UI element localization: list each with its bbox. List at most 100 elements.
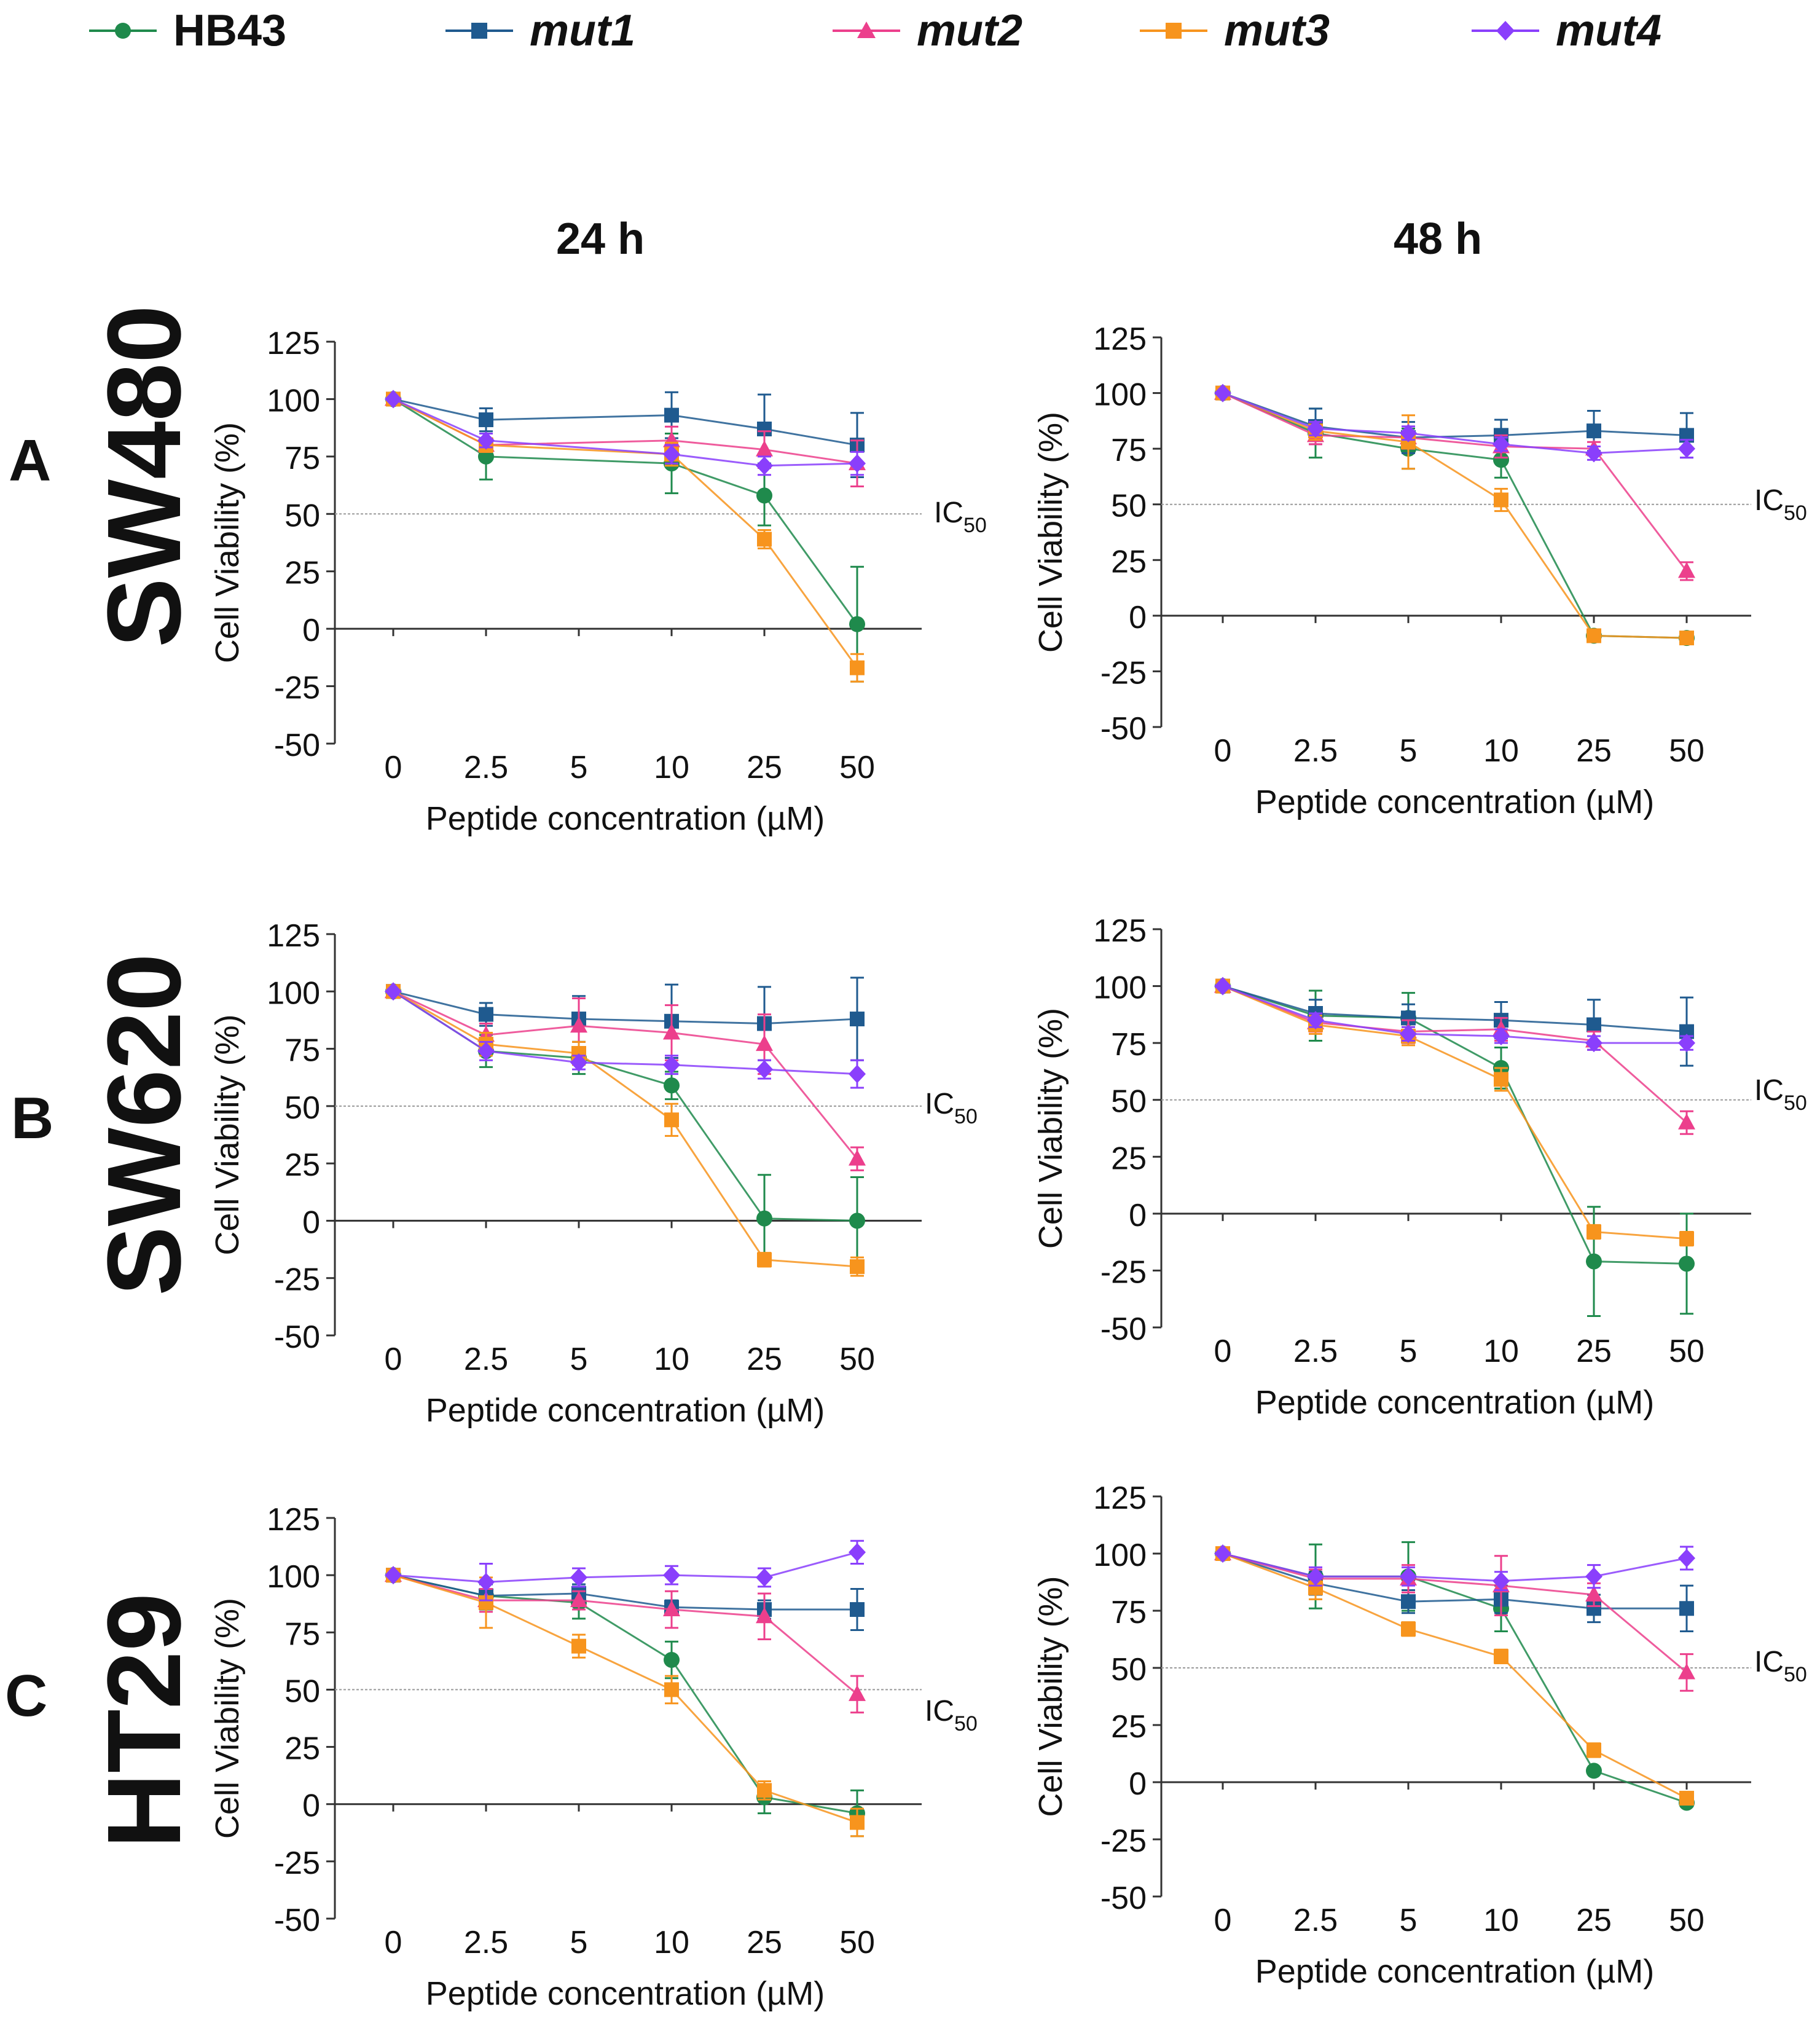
series-mut3-point	[757, 1252, 772, 1267]
x-axis-title: Peptide concentration (µM)	[1255, 1384, 1654, 1421]
series-mut4-point	[1214, 1544, 1231, 1563]
x-axis-title: Peptide concentration (µM)	[426, 1392, 825, 1429]
ic50-label: IC50	[1754, 484, 1807, 525]
y-tick-label: 75	[284, 1033, 320, 1069]
series-mut4-point	[1492, 1027, 1510, 1046]
y-tick-label: 75	[284, 1616, 320, 1652]
series-hb43	[385, 1567, 865, 1838]
y-tick-label: -50	[274, 728, 320, 763]
series-hb43-point	[664, 1077, 680, 1094]
x-tick-label: 2.5	[464, 1925, 508, 1960]
y-tick-label: 25	[284, 556, 320, 591]
x-tick-label: 50	[839, 750, 875, 785]
ic50-label-subscript: 50	[1784, 1663, 1807, 1686]
x-tick-label: 25	[1576, 733, 1612, 769]
series-mut4-point	[570, 1568, 587, 1587]
series-mut3-point	[850, 660, 865, 675]
series-mut2	[1214, 383, 1695, 581]
series-mut4	[1214, 1544, 1695, 1592]
y-tick-label: 100	[267, 975, 320, 1011]
column-title-24h: 24 h	[556, 214, 645, 264]
series-hb43	[385, 983, 865, 1265]
series-mut3-point	[1494, 1072, 1508, 1087]
ic50-label-subscript: 50	[1784, 501, 1807, 525]
legend-marker-hb43	[89, 23, 157, 39]
series-mut2-point	[570, 1591, 587, 1608]
x-tick-label: 0	[1214, 1334, 1232, 1369]
series-mut3	[1215, 1546, 1694, 1806]
series-hb43-point	[1586, 1253, 1602, 1270]
x-tick-label: 0	[385, 750, 402, 785]
series-mut4-point	[663, 1055, 680, 1074]
y-tick-label: -25	[1100, 1823, 1147, 1859]
series-mut2-point	[849, 1684, 866, 1701]
x-tick-label: 2.5	[1293, 733, 1338, 769]
y-tick-label: 100	[267, 383, 320, 419]
y-tick-label: 50	[1111, 1652, 1147, 1688]
series-mut2-point	[1678, 1113, 1695, 1130]
series-mut4-point	[477, 1573, 495, 1592]
series-mut4-point	[1585, 1034, 1602, 1053]
series-mut1	[386, 977, 865, 1061]
x-tick-label: 5	[1400, 1334, 1418, 1369]
y-tick-label: -50	[274, 1319, 320, 1355]
ic50-label: IC50	[925, 1695, 978, 1735]
ic50-label-main: IC	[934, 497, 963, 529]
series-mut2-line	[1222, 1552, 1687, 1673]
series-mut2-point	[663, 1023, 680, 1040]
series-mut3-point	[1587, 1224, 1601, 1240]
ic50-label-main: IC	[925, 1695, 954, 1727]
series-mut1-point	[850, 1012, 865, 1027]
y-tick-label: 25	[1111, 1709, 1147, 1745]
x-tick-label: 10	[1483, 1903, 1519, 1938]
series-mut4-line	[393, 1551, 858, 1583]
y-tick-label: -50	[1100, 1881, 1147, 1916]
x-axis-title: Peptide concentration (µM)	[426, 1975, 825, 2012]
series-mut4-line	[1222, 985, 1687, 1044]
legend-item-hb43: HB43	[86, 0, 286, 61]
y-tick-label: 0	[302, 613, 320, 648]
y-tick-label: 125	[1093, 321, 1147, 357]
y-tick-label: 100	[267, 1559, 320, 1595]
series-mut4-point	[756, 1568, 773, 1587]
series-mut1	[1215, 978, 1694, 1067]
x-tick-label: 25	[747, 750, 782, 785]
series-mut1-line	[393, 1574, 857, 1611]
series-mut2	[1214, 1544, 1695, 1692]
x-axis-title: Peptide concentration (µM)	[426, 800, 825, 837]
series-mut2-point	[663, 1600, 680, 1617]
y-tick-label: 25	[284, 1731, 320, 1767]
x-tick-label: 50	[839, 1925, 875, 1960]
series-mut1-point	[479, 412, 493, 428]
series-mut4-point	[385, 982, 402, 1001]
series-mut4-point	[663, 445, 680, 464]
x-axis-title: Peptide concentration (µM)	[1255, 784, 1654, 820]
series-mut3-point	[1679, 1231, 1694, 1246]
x-tick-label: 25	[747, 1342, 782, 1377]
legend-label-mut1: mut1	[530, 6, 636, 55]
x-tick-label: 5	[570, 750, 588, 785]
x-tick-label: 25	[747, 1925, 782, 1960]
series-mut2-point	[756, 1035, 773, 1051]
series-mut3-point	[757, 532, 772, 547]
x-tick-label: 50	[839, 1342, 875, 1377]
row-letter-b: B	[11, 1085, 54, 1151]
y-tick-label: -25	[1100, 1254, 1147, 1290]
legend-item-mut2: mut2	[830, 0, 1022, 61]
y-axis-title: Cell Viability (%)	[1032, 1008, 1069, 1249]
series-mut2-point	[1585, 1585, 1602, 1602]
series-mut4-point	[385, 1566, 402, 1585]
series-mut2-point	[1678, 562, 1695, 578]
y-axis-title: Cell Viability (%)	[1032, 1576, 1069, 1817]
series-mut3-point	[1587, 628, 1601, 643]
series-mut3-point	[1401, 1621, 1416, 1637]
y-tick-label: 25	[1111, 544, 1147, 580]
series-mut4-point	[1214, 977, 1231, 996]
y-axis-title: Cell Viability (%)	[209, 422, 246, 663]
series-mut3-point	[1679, 1791, 1694, 1806]
series-mut2	[1214, 977, 1695, 1135]
series-mut3	[386, 984, 865, 1277]
series-mut1-point	[1587, 1017, 1601, 1032]
series-mut3-line	[1222, 985, 1687, 1240]
